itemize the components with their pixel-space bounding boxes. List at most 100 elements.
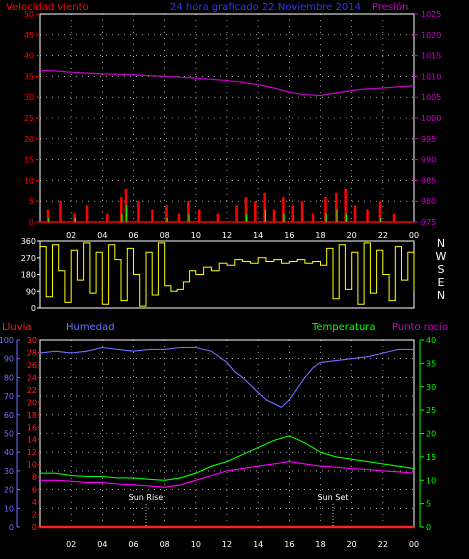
rain-tick-label: 6 <box>32 486 37 495</box>
wind-speed-spike <box>124 188 128 222</box>
right-tick-label: 980 <box>421 197 436 206</box>
right-tick-label: 1010 <box>421 72 441 81</box>
humidity-tick-label: 100 <box>0 336 14 345</box>
wind-speed-spike <box>165 205 168 222</box>
x-tick-label-bottom: 22 <box>378 540 388 549</box>
humidity-tick-label: 50 <box>4 430 14 439</box>
x-tick-label-top: 18 <box>315 231 325 240</box>
rain-tick-label: 16 <box>27 423 37 432</box>
temperature-tick-label: 35 <box>426 359 436 368</box>
x-tick-label-top: 00 <box>409 231 419 240</box>
wind-speed-spike <box>177 213 181 222</box>
rain-tick-label: 2 <box>32 511 37 520</box>
right-tick-label: 1015 <box>421 52 441 61</box>
left-tick-label: 35 <box>24 72 34 81</box>
humidity-tick-label: 80 <box>4 373 14 382</box>
rain-tick-label: 8 <box>32 473 37 482</box>
wind-speed-spike <box>335 192 338 222</box>
right-tick-label: 1025 <box>421 10 441 19</box>
pressure-line <box>39 69 415 97</box>
rain-tick-label: 20 <box>27 398 37 407</box>
compass-letter: E <box>438 276 445 289</box>
x-tick-label-bottom: 02 <box>66 540 76 549</box>
wind-speed-spike <box>59 201 62 222</box>
right-tick-label: 985 <box>421 176 436 185</box>
wind-speed-spike <box>187 201 190 222</box>
chart-title: 24 hora graficado 22 Noviembre 2014 <box>170 2 361 13</box>
wind-direction-line <box>40 242 415 307</box>
x-tick-label-bottom: 20 <box>347 540 357 549</box>
x-tick-label-top: 10 <box>191 231 201 240</box>
wind-speed-spike <box>235 205 238 222</box>
wind-speed-label: Velocidad viento <box>6 2 89 13</box>
wind-speed-spike <box>46 209 50 222</box>
right-tick-label: 1000 <box>421 114 441 123</box>
rain-tick-label: 26 <box>27 361 37 370</box>
x-tick-label-top: 02 <box>66 231 76 240</box>
x-tick-label-top: 14 <box>253 231 263 240</box>
left-tick-label: 30 <box>24 93 34 102</box>
dewpoint-label: Punto rocío <box>392 321 448 333</box>
right-tick-label: 975 <box>421 218 436 227</box>
left-tick-label: 5 <box>29 197 34 206</box>
rain-tick-label: 4 <box>32 498 37 507</box>
temperature-tick-label: 10 <box>426 476 436 485</box>
temperatura-line <box>40 435 415 481</box>
rain-tick-label: 14 <box>27 436 37 445</box>
wind-speed-spike <box>353 205 357 222</box>
temperature-tick-label: 15 <box>426 453 436 462</box>
x-tick-label-bottom: 12 <box>222 540 232 549</box>
humidity-tick-label: 40 <box>4 448 14 457</box>
humidity-tick-label: 20 <box>4 486 14 495</box>
direction-tick-label: 90 <box>26 287 36 296</box>
wind-speed-spike <box>106 213 109 222</box>
x-tick-label-bottom: 14 <box>253 540 263 549</box>
wind-speed-spike <box>254 201 257 222</box>
left-tick-label: 10 <box>24 176 34 185</box>
x-tick-label-top: 12 <box>222 231 232 240</box>
wind-speed-spike <box>300 201 304 222</box>
sun-set-annotation: Sun Set <box>318 493 349 502</box>
x-tick-label-bottom: 08 <box>160 540 170 549</box>
x-tick-label-top: 22 <box>378 231 388 240</box>
rain-tick-label: 18 <box>27 411 37 420</box>
wind-speed-spike <box>392 213 396 222</box>
wind-speed-spike <box>344 188 347 222</box>
wind-speed-spike <box>282 197 285 222</box>
right-tick-label: 1005 <box>421 93 441 102</box>
wind-speed-spike <box>324 197 327 222</box>
wind-speed-spike <box>311 213 315 222</box>
x-tick-label-bottom: 18 <box>315 540 325 549</box>
x-tick-label-top: 16 <box>284 231 294 240</box>
humidity-label: Humedad <box>66 322 115 333</box>
right-tick-label: 995 <box>421 135 436 144</box>
humidity-tick-label: 0 <box>9 523 14 532</box>
left-tick-label: 50 <box>24 10 34 19</box>
x-tick-label-bottom: 00 <box>409 540 419 549</box>
humidity-tick-label: 60 <box>4 411 14 420</box>
punto-rocio-line <box>40 461 415 488</box>
temperature-tick-label: 25 <box>426 406 436 415</box>
compass-letter: S <box>438 263 445 276</box>
x-tick-label-top: 08 <box>160 231 170 240</box>
pressure-label: Presión <box>372 1 408 13</box>
x-tick-label-top: 06 <box>128 231 138 240</box>
humidity-tick-label: 70 <box>4 392 14 401</box>
left-tick-label: 15 <box>24 156 34 165</box>
wind-speed-spike <box>73 213 76 222</box>
wind-speed-spike <box>137 201 140 222</box>
temperature-label: Temperatura <box>311 322 376 333</box>
wind-speed-spike <box>216 213 220 222</box>
x-tick-label-bottom: 16 <box>284 540 294 549</box>
wind-speed-spike <box>120 197 123 222</box>
temperature-tick-label: 40 <box>426 336 436 345</box>
left-tick-label: 45 <box>24 31 34 40</box>
left-tick-label: 0 <box>29 218 34 227</box>
rain-tick-label: 0 <box>32 523 37 532</box>
humidity-tick-label: 30 <box>4 467 14 476</box>
compass-letter: N <box>437 237 445 250</box>
wind-speed-spike <box>244 197 248 222</box>
humedad-line <box>39 346 414 408</box>
x-tick-label-bottom: 06 <box>128 540 138 549</box>
